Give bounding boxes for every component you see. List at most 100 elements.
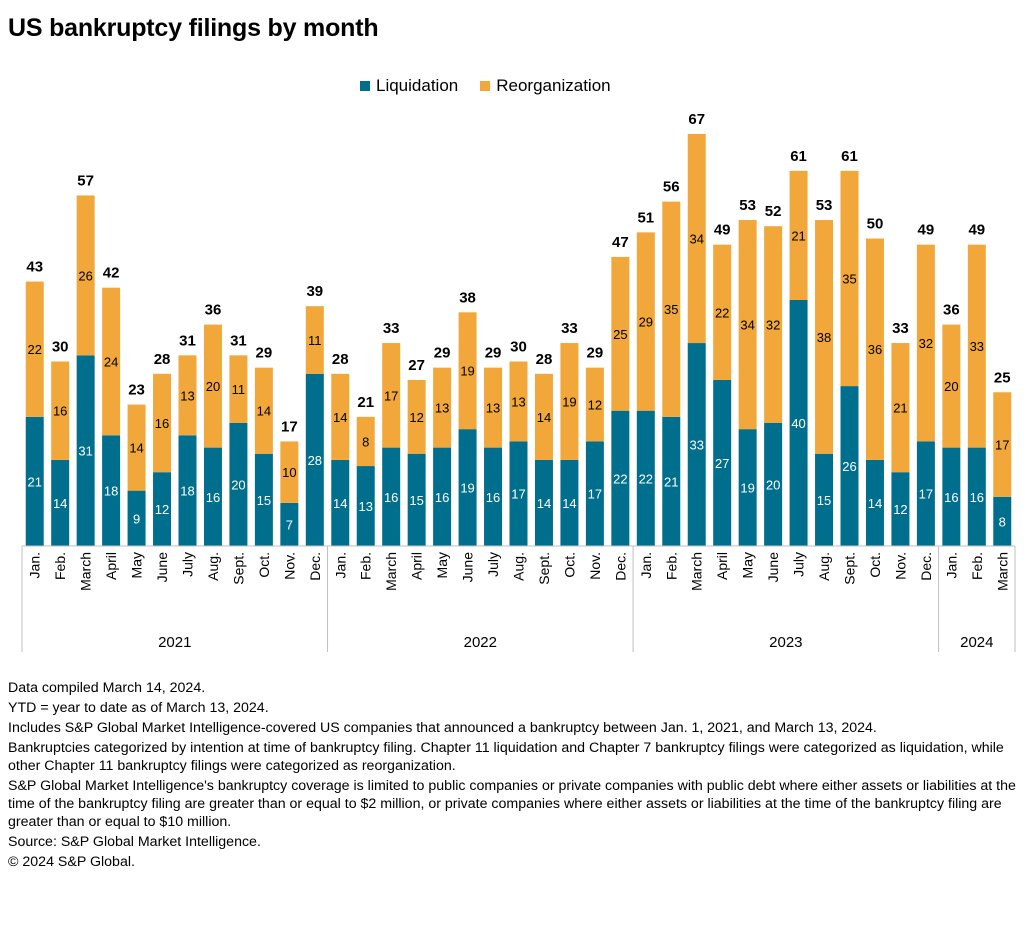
- data-label-total: 31: [179, 332, 196, 349]
- data-label-liquidation: 18: [180, 484, 194, 499]
- bar-reorganization: [458, 312, 477, 430]
- data-label-liquidation: 16: [435, 490, 449, 505]
- bar-liquidation: [382, 447, 401, 546]
- bar-reorganization: [993, 392, 1012, 497]
- data-label-total: 27: [408, 357, 425, 374]
- data-label-reorganization: 19: [460, 364, 474, 379]
- tick-label-month: Feb.: [663, 552, 679, 580]
- data-label-liquidation: 33: [689, 438, 703, 453]
- bar-reorganization: [254, 367, 273, 454]
- data-label-liquidation: 19: [740, 481, 754, 496]
- data-label-liquidation: 14: [333, 496, 347, 511]
- bar-liquidation: [891, 472, 910, 546]
- data-label-reorganization: 14: [537, 410, 551, 425]
- note-source: Source: S&P Global Market Intelligence.: [8, 834, 261, 850]
- bar-liquidation: [687, 343, 706, 546]
- bar-reorganization: [305, 306, 324, 374]
- data-label-liquidation: 17: [588, 487, 602, 502]
- data-label-liquidation: 15: [409, 493, 423, 508]
- group-label-year: 2024: [960, 634, 993, 651]
- data-label-liquidation: 27: [715, 456, 729, 471]
- bar-liquidation: [738, 429, 757, 546]
- bar-liquidation: [993, 496, 1012, 546]
- legend-item-reorganization: Reorganization: [480, 76, 611, 96]
- data-label-total: 21: [357, 394, 374, 411]
- data-label-reorganization: 13: [435, 401, 449, 416]
- data-label-total: 39: [306, 283, 323, 300]
- bar-reorganization: [127, 404, 146, 491]
- data-label-total: 23: [128, 382, 145, 399]
- data-label-total: 50: [867, 216, 884, 233]
- data-label-reorganization: 14: [257, 404, 271, 419]
- data-label-total: 49: [918, 222, 935, 239]
- bar-reorganization: [407, 379, 426, 454]
- tick-label-month: Sept.: [230, 552, 246, 585]
- tick-label-month: July: [485, 552, 501, 577]
- bar-reorganization: [865, 238, 884, 460]
- tick-label-month: Aug.: [511, 552, 527, 581]
- bar-chart: 21 22 43 Jan. 14 16 30 Feb. 31 26 57 March 18 24 42 Apr…: [21, 111, 1016, 652]
- data-label-total: 31: [230, 332, 247, 349]
- data-label-reorganization: 35: [664, 302, 678, 317]
- data-label-total: 33: [561, 320, 578, 337]
- note-coverage-dates: Includes S&P Global Market Intelligence-…: [8, 720, 877, 736]
- tick-label-month: May: [740, 552, 756, 578]
- data-label-total: 29: [256, 345, 273, 362]
- tick-label-month: Nov.: [281, 552, 297, 580]
- data-label-liquidation: 20: [231, 478, 245, 493]
- legend-swatch-liquidation: [360, 81, 370, 91]
- data-label-total: 47: [612, 234, 629, 251]
- tick-label-month: April: [103, 552, 119, 580]
- bar-liquidation: [764, 423, 783, 546]
- data-label-liquidation: 21: [27, 474, 41, 489]
- bar-reorganization: [51, 361, 70, 460]
- data-label-liquidation: 22: [613, 471, 627, 486]
- tick-label-month: June: [460, 552, 476, 583]
- tick-label-month: Nov.: [587, 552, 603, 580]
- bar-reorganization: [153, 373, 172, 473]
- data-label-reorganization: 17: [995, 438, 1009, 453]
- bar-liquidation: [484, 447, 503, 546]
- data-label-reorganization: 34: [740, 318, 754, 333]
- chart-title: US bankruptcy filings by month: [8, 14, 379, 42]
- data-label-reorganization: 24: [104, 355, 118, 370]
- bar-reorganization: [331, 373, 350, 460]
- bar-reorganization: [789, 170, 808, 300]
- data-label-reorganization: 16: [53, 404, 67, 419]
- data-label-total: 49: [968, 222, 985, 239]
- tick-label-month: Sept.: [536, 552, 552, 585]
- bar-liquidation: [280, 502, 299, 546]
- data-label-total: 28: [536, 351, 553, 368]
- data-label-reorganization: 26: [78, 268, 92, 283]
- data-label-total: 17: [281, 418, 298, 435]
- bar-liquidation: [25, 416, 44, 546]
- bar-reorganization: [382, 343, 401, 448]
- bar-reorganization: [203, 324, 222, 448]
- data-label-liquidation: 12: [893, 502, 907, 517]
- data-label-liquidation: 16: [384, 490, 398, 505]
- data-label-reorganization: 17: [384, 388, 398, 403]
- legend-swatch-reorganization: [480, 81, 491, 91]
- note-copyright: © 2024 S&P Global.: [8, 854, 135, 870]
- data-label-total: 43: [26, 259, 43, 276]
- data-label-total: 49: [714, 222, 731, 239]
- bar-reorganization: [916, 244, 935, 442]
- data-label-reorganization: 20: [944, 379, 958, 394]
- data-label-liquidation: 16: [206, 490, 220, 505]
- data-label-total: 52: [765, 203, 782, 220]
- data-label-total: 28: [332, 351, 349, 368]
- bar-liquidation: [407, 453, 426, 546]
- data-label-reorganization: 13: [511, 394, 525, 409]
- data-label-total: 30: [510, 339, 527, 356]
- data-label-total: 25: [994, 369, 1011, 386]
- bar-reorganization: [942, 324, 961, 448]
- bar-liquidation: [611, 410, 630, 546]
- data-label-reorganization: 12: [588, 398, 602, 413]
- data-label-liquidation: 9: [133, 511, 140, 526]
- tick-label-month: April: [714, 552, 730, 580]
- legend-label-reorganization: Reorganization: [496, 76, 611, 95]
- data-label-reorganization: 21: [791, 228, 805, 243]
- note-coverage-limits: S&P Global Market Intelligence's bankrup…: [8, 778, 1016, 830]
- bar-liquidation: [662, 416, 681, 546]
- data-label-liquidation: 40: [791, 416, 805, 431]
